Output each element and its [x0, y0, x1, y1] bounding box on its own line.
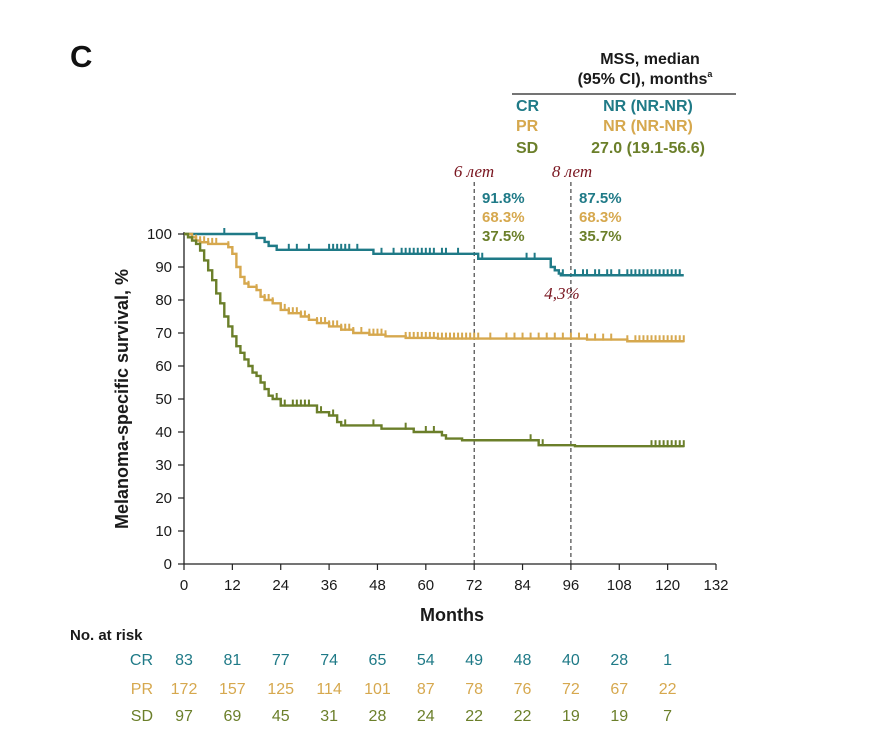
value-cr-72: 91.8% — [482, 190, 525, 207]
y-tick-label: 80 — [155, 292, 172, 309]
risk-cell: 97 — [175, 708, 193, 725]
y-tick-label: 100 — [147, 226, 172, 243]
x-tick-label: 12 — [224, 577, 241, 594]
legend-group-sd: SD — [516, 140, 538, 157]
series-pr — [184, 232, 685, 343]
y-tick-label: 20 — [155, 490, 172, 507]
series-lines — [184, 228, 685, 448]
risk-cell: 74 — [320, 652, 338, 669]
risk-cell: 40 — [562, 652, 580, 669]
value-sd-96: 35.7% — [579, 228, 622, 245]
risk-cell: 22 — [659, 681, 677, 698]
risk-cell: 65 — [369, 652, 387, 669]
value-sd-72: 37.5% — [482, 228, 525, 245]
risk-row-label: CR — [130, 652, 153, 669]
legend-median-sd: 27.0 (19.1-56.6) — [591, 140, 705, 157]
risk-cell: 125 — [267, 681, 294, 698]
risk-row-label: PR — [131, 681, 153, 698]
y-tick-label: 10 — [155, 523, 172, 540]
x-tick-label: 132 — [703, 577, 728, 594]
risk-cell: 67 — [610, 681, 628, 698]
risk-cell: 101 — [364, 681, 391, 698]
risk-cell: 45 — [272, 708, 290, 725]
y-tick-label: 50 — [155, 391, 172, 408]
x-tick-label: 96 — [563, 577, 580, 594]
y-tick-label: 90 — [155, 259, 172, 276]
risk-table: No. at risk CR 83 81 77 74 65 54 49 48 40 28 1 PR 172… — [70, 627, 677, 725]
risk-cell: 157 — [219, 681, 246, 698]
risk-cell: 83 — [175, 652, 193, 669]
x-tick-label: 120 — [655, 577, 680, 594]
x-tick-label: 48 — [369, 577, 386, 594]
risk-cell: 22 — [465, 708, 483, 725]
legend-median-cr: NR (NR-NR) — [603, 98, 693, 115]
legend: MSS, median (95% CI), monthsa CR NR (NR-… — [512, 51, 736, 157]
y-tick-label: 60 — [155, 358, 172, 375]
x-tick-label: 84 — [514, 577, 531, 594]
risk-cell: 28 — [610, 652, 628, 669]
risk-cell: 172 — [171, 681, 198, 698]
value-pr-72: 68.3% — [482, 209, 525, 226]
legend-median-pr: NR (NR-NR) — [603, 118, 693, 135]
annotation-6-years: 6 лет — [454, 162, 494, 181]
value-pr-96: 68.3% — [579, 209, 622, 226]
annotation-8-years: 8 лет — [552, 162, 592, 181]
axes: 0 12 24 36 48 60 72 84 96 108 120 132 0 10 20 30 40 50 60 7… — [147, 226, 729, 594]
value-cr-96: 87.5% — [579, 190, 622, 207]
x-tick-label: 24 — [272, 577, 289, 594]
risk-row-label: SD — [131, 708, 153, 725]
risk-cell: 78 — [465, 681, 483, 698]
panel-label: C — [70, 39, 92, 74]
legend-group-cr: CR — [516, 98, 540, 115]
x-tick-label: 72 — [466, 577, 483, 594]
risk-cell: 77 — [272, 652, 290, 669]
series-line-sd — [184, 232, 684, 448]
y-tick-label: 70 — [155, 325, 172, 342]
series-sd — [184, 232, 685, 448]
risk-table-rows: CR 83 81 77 74 65 54 49 48 40 28 1 PR 172 157 125 114 101… — [130, 652, 677, 725]
x-tick-label: 0 — [180, 577, 188, 594]
risk-cell: 49 — [465, 652, 483, 669]
risk-table-title: No. at risk — [70, 627, 143, 644]
x-axis-label: Months — [420, 605, 484, 625]
risk-cell: 19 — [610, 708, 628, 725]
legend-group-pr: PR — [516, 118, 539, 135]
series-line-cr — [184, 232, 684, 277]
x-tick-label: 60 — [417, 577, 434, 594]
x-tick-label: 36 — [321, 577, 338, 594]
risk-cell: 69 — [223, 708, 241, 725]
risk-cell: 72 — [562, 681, 580, 698]
risk-cell: 31 — [320, 708, 338, 725]
y-axis-label: Melanoma-specific survival, % — [112, 269, 132, 529]
risk-cell: 22 — [514, 708, 532, 725]
y-tick-label: 40 — [155, 424, 172, 441]
risk-cell: 19 — [562, 708, 580, 725]
y-tick-label: 0 — [164, 556, 172, 573]
risk-cell: 7 — [663, 708, 672, 725]
risk-cell: 81 — [223, 652, 241, 669]
risk-cell: 114 — [316, 681, 342, 698]
risk-cell: 1 — [663, 652, 672, 669]
risk-cell: 24 — [417, 708, 435, 725]
annotation-difference: 4,3% — [544, 284, 579, 303]
risk-cell: 76 — [514, 681, 532, 698]
risk-cell: 87 — [417, 681, 435, 698]
legend-header-line2: (95% CI), monthsa — [578, 69, 714, 88]
legend-header-line1: MSS, median — [600, 51, 700, 68]
risk-cell: 28 — [369, 708, 387, 725]
x-tick-label: 108 — [607, 577, 632, 594]
series-cr — [184, 228, 684, 277]
risk-cell: 54 — [417, 652, 435, 669]
y-tick-label: 30 — [155, 457, 172, 474]
reference-lines — [473, 180, 572, 564]
risk-cell: 48 — [514, 652, 532, 669]
